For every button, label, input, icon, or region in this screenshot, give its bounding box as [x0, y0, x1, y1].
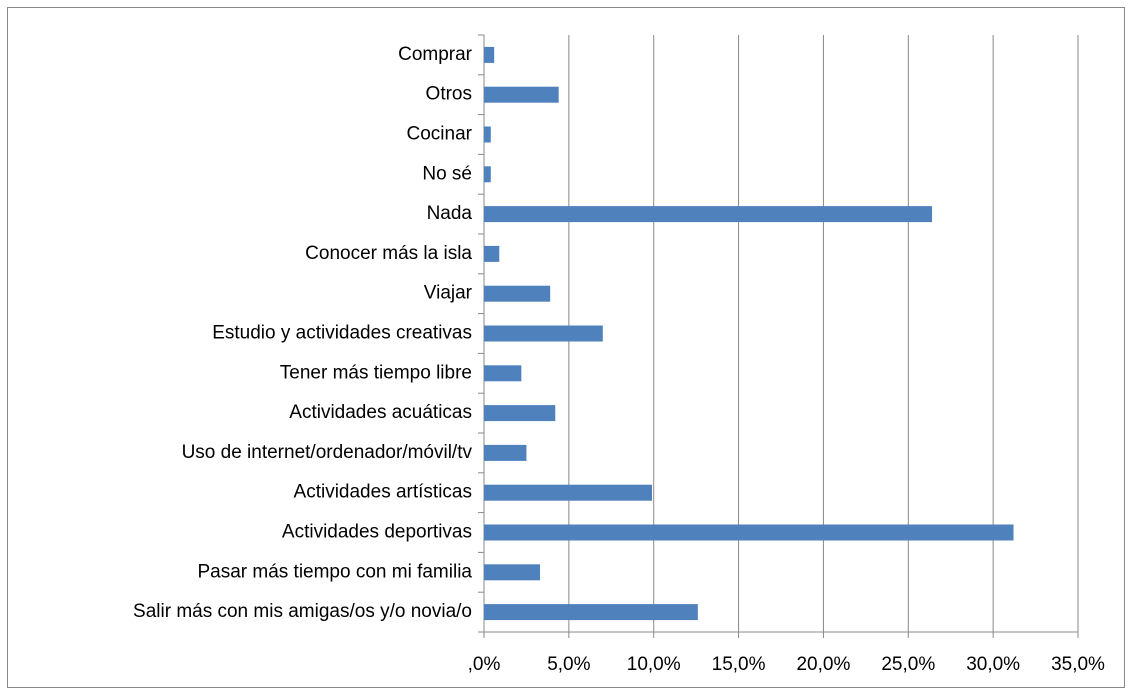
y-tick-label: Comprar	[398, 44, 473, 65]
bar	[484, 245, 500, 262]
x-tick-label: 20,0%	[796, 654, 850, 675]
bar	[484, 484, 653, 501]
bar	[484, 46, 495, 63]
y-tick-label: Cocinar	[407, 124, 473, 145]
bar	[484, 444, 527, 461]
y-tick-label: Uso de internet/ordenador/móvil/tv	[182, 442, 473, 463]
y-tick-label: Viajar	[424, 283, 473, 304]
bar	[484, 405, 556, 422]
bar	[484, 86, 559, 103]
bar	[484, 285, 551, 302]
bar	[484, 564, 541, 581]
y-tick-label: Actividades deportivas	[282, 522, 472, 543]
y-tick-label: Otros	[426, 84, 472, 105]
x-tick-label: 5,0%	[547, 654, 590, 675]
y-tick-label: Tener más tiempo libre	[280, 362, 472, 383]
bar	[484, 325, 603, 342]
y-tick-label: Estudio y actividades creativas	[212, 323, 472, 344]
x-tick-label: 15,0%	[712, 654, 766, 675]
bar	[484, 126, 491, 143]
x-tick-label: 30,0%	[966, 654, 1020, 675]
bar	[484, 604, 698, 621]
y-tick-label: No sé	[422, 163, 472, 184]
y-tick-label: Pasar más tiempo con mi familia	[197, 561, 472, 582]
bar	[484, 365, 522, 382]
y-tick-label: Conocer más la isla	[305, 243, 472, 264]
x-tick-label: 10,0%	[627, 654, 681, 675]
x-tick-label: ,0%	[468, 654, 501, 675]
x-tick-label: 35,0%	[1051, 654, 1105, 675]
y-tick-label: Salir más con mis amigas/os y/o novia/o	[133, 601, 472, 622]
bar	[484, 166, 491, 183]
y-tick-label: Nada	[427, 203, 473, 224]
bar	[484, 524, 1014, 541]
x-tick-label: 25,0%	[881, 654, 935, 675]
chart-frame	[7, 7, 1125, 688]
y-tick-label: Actividades artísticas	[294, 482, 472, 503]
bar	[484, 206, 933, 223]
y-tick-label: Actividades acuáticas	[289, 402, 472, 423]
